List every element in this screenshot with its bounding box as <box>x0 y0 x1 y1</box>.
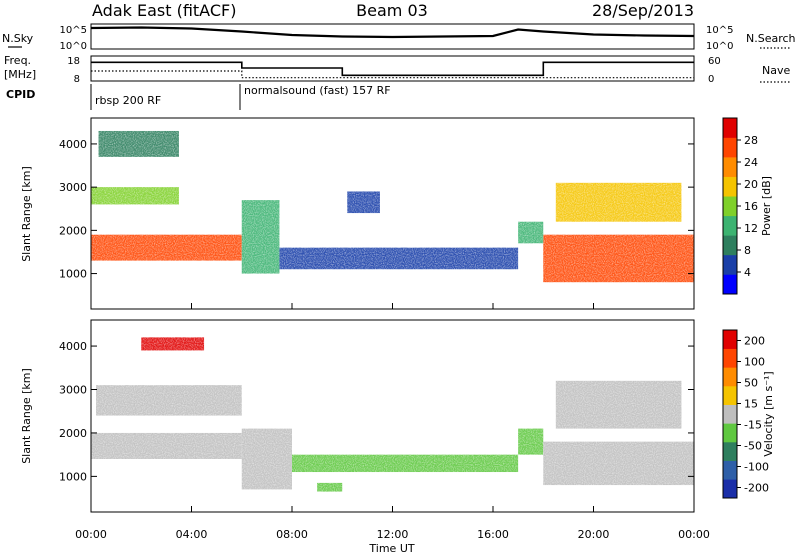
velocity-ytick-label-2: 3000 <box>59 384 87 397</box>
velocity-colorbar-segment-3 <box>723 423 737 443</box>
velocity-colorbar-segment-4 <box>723 404 737 424</box>
power-ylabel: Slant Range [km] <box>20 166 33 262</box>
freq-tick-top: 18 <box>67 56 80 67</box>
velocity-colorbar-segment-0 <box>723 479 737 499</box>
velocity-yticks: 1000 2000 3000 4000 <box>59 340 694 483</box>
frequency-line <box>91 61 694 77</box>
nave-tick-bottom: 0 <box>708 74 714 85</box>
noise-tick-left-top: 10^5 <box>60 25 87 36</box>
frequency-panel: 18 8 60 0 <box>67 55 721 85</box>
noise-tick-right-top: 10^5 <box>706 25 733 36</box>
velocity-colorbar-segment-5 <box>723 386 737 405</box>
power-colorbar-segment-2 <box>723 235 737 256</box>
freq-tick-bottom: 8 <box>74 74 80 85</box>
x-tick-label-5: 20:00 <box>578 528 610 541</box>
power-colorbar-tick-label-5: 24 <box>744 156 758 169</box>
noise-sky-series <box>90 26 695 39</box>
velocity-ytick-label-1: 2000 <box>59 427 87 440</box>
nsearch-label: N.Search <box>746 32 796 45</box>
power-ytick-label-1: 2000 <box>59 224 87 237</box>
velocity-heatmap <box>91 320 694 512</box>
power-colorbar-tick-label-0: 4 <box>744 266 751 279</box>
velocity-colorbar-tick-label-6: -100 <box>744 461 769 474</box>
power-colorbar-segment-4 <box>723 196 737 217</box>
power-heatmap <box>91 118 694 309</box>
nave-tick-top: 60 <box>708 56 721 67</box>
power-colorbar-segment-7 <box>723 137 737 158</box>
velocity-colorbar-tick-label-2: 50 <box>744 377 758 390</box>
velocity-colorbar-segment-6 <box>723 367 737 387</box>
power-colorbar-segment-8 <box>723 118 737 138</box>
x-axis-label: Time UT <box>368 542 414 554</box>
beam-label: Beam 03 <box>356 1 428 20</box>
cpid-segment-rbsp: rbsp 200 RF <box>95 94 161 107</box>
power-colorbar-tick-label-3: 16 <box>744 200 758 213</box>
freq-unit-label: [MHz] <box>4 68 36 81</box>
nsky-label: N.Sky <box>2 32 34 45</box>
x-tick-label-2: 08:00 <box>276 528 308 541</box>
power-colorbar-segment-3 <box>723 215 737 236</box>
cpid-label: CPID <box>6 88 35 101</box>
velocity-ytick-label-3: 4000 <box>59 340 87 353</box>
power-colorbar-segment-5 <box>723 176 737 197</box>
x-axis: 00:00 04:00 08:00 12:00 16:00 20:00 00:00 <box>75 303 710 541</box>
x-tick-label-0: 00:00 <box>75 528 107 541</box>
power-speckle-overlay <box>91 118 694 309</box>
power-colorbar-segment-1 <box>723 254 737 275</box>
power-colorbar-tick-label-6: 28 <box>744 134 758 147</box>
velocity-colorbar-tick-label-1: 100 <box>744 356 765 369</box>
x-tick-label-1: 04:00 <box>176 528 208 541</box>
freq-label: Freq. <box>4 54 31 67</box>
velocity-colorbar-tick-label-5: -50 <box>744 440 762 453</box>
power-colorbar-tick-label-4: 20 <box>744 178 758 191</box>
velocity-colorbar-tick-label-3: 15 <box>744 398 758 411</box>
velocity-speckle-overlay <box>91 320 694 512</box>
velocity-colorbar-tick-label-0: 200 <box>744 335 765 348</box>
velocity-ylabel: Slant Range [km] <box>20 368 33 464</box>
noise-tick-left-bottom: 10^0 <box>60 41 87 52</box>
power-ytick-label-3: 4000 <box>59 138 87 151</box>
velocity-ytick-label-0: 1000 <box>59 470 87 483</box>
velocity-panel: 1000 2000 3000 4000 Slant Range [km] <box>20 319 695 513</box>
velocity-colorbar: 200 100 50 15 -15 -50 -100 -200 Velocity [m s⁻¹… <box>722 329 775 499</box>
nave-series <box>91 70 694 79</box>
velocity-colorbar-segment-7 <box>723 348 737 368</box>
nave-label: Nave <box>762 64 790 77</box>
power-colorbar-segment-0 <box>723 274 737 295</box>
power-ytick-label-0: 1000 <box>59 268 87 281</box>
power-colorbar-tick-label-1: 8 <box>744 244 751 257</box>
velocity-colorbar-label: Velocity [m s⁻¹] <box>762 371 775 456</box>
x-tick-label-4: 16:00 <box>477 528 509 541</box>
power-colorbar-tick-label-2: 12 <box>744 222 758 235</box>
nave-line <box>91 70 694 79</box>
x-tick-label-6: 00:00 <box>678 528 710 541</box>
power-colorbar-label: Power [dB] <box>760 176 773 236</box>
power-panel: 1000 2000 3000 4000 Slant Range [km] <box>20 117 695 310</box>
power-colorbar: 4 8 12 16 20 24 28 Power [dB] <box>722 117 773 295</box>
velocity-colorbar-segment-8 <box>723 330 737 349</box>
cpid-segment-normalsound: normalsound (fast) 157 RF <box>244 84 391 97</box>
velocity-colorbar-segment-2 <box>723 442 737 461</box>
date-label: 28/Sep/2013 <box>592 1 694 20</box>
radar-title: Adak East (fitACF) <box>92 1 236 20</box>
velocity-colorbar-tick-label-7: -200 <box>744 482 769 495</box>
x-tick-label-3: 12:00 <box>377 528 409 541</box>
power-colorbar-segment-6 <box>723 157 737 177</box>
noise-sky-line <box>90 26 695 39</box>
power-yticks: 1000 2000 3000 4000 <box>59 138 694 281</box>
noise-panel: 10^5 10^0 10^5 10^0 <box>60 23 733 52</box>
noise-tick-right-bottom: 10^0 <box>706 41 733 52</box>
power-ytick-label-2: 3000 <box>59 181 87 194</box>
frequency-series <box>91 61 694 77</box>
velocity-colorbar-tick-label-4: -15 <box>744 419 762 432</box>
velocity-colorbar-segment-1 <box>723 460 737 480</box>
